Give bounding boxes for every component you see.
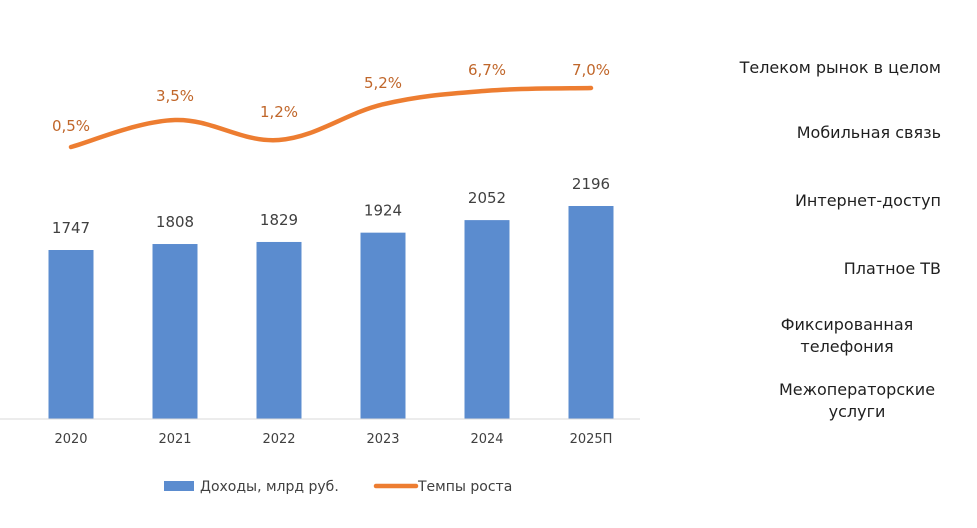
bar-value-label: 1924 — [364, 202, 402, 220]
bar-2021 — [152, 244, 198, 419]
rate-value-label: 7,0% — [572, 61, 610, 79]
segment-telecom-market: Телеком рынок в целом — [739, 58, 941, 77]
segment-list: Телеком рынок в целом Мобильная связь Ин… — [677, 0, 977, 528]
x-tick-label: 2020 — [54, 432, 87, 447]
legend-swatch-income — [164, 481, 194, 491]
bar-2025П — [568, 206, 614, 419]
growth-rate-line — [68, 85, 594, 150]
rate-value-label: 3,5% — [156, 87, 194, 105]
x-axis-ticks: 2020 2021 2022 2023 2024 2025П — [54, 432, 612, 447]
segment-mobile: Мобильная связь — [796, 123, 941, 142]
x-tick-label: 2021 — [158, 432, 191, 447]
bar-2022 — [256, 241, 302, 419]
rate-value-label: 6,7% — [468, 61, 506, 79]
segment-pay-tv: Платное ТВ — [843, 259, 941, 278]
segment-internet: Интернет-доступ — [794, 191, 941, 210]
bar-value-label: 1829 — [260, 211, 298, 229]
x-tick-label: 2023 — [366, 432, 399, 447]
x-tick-label: 2022 — [262, 432, 295, 447]
bar-2023 — [360, 232, 406, 419]
x-tick-label: 2025П — [570, 432, 613, 447]
rate-value-label: 1,2% — [260, 103, 298, 121]
bar-value-label: 2052 — [468, 189, 506, 207]
rate-labels: 0,5% 3,5% 1,2% 5,2% 6,7% 7,0% — [52, 61, 610, 135]
legend-label-growth: Темпы роста — [417, 479, 512, 495]
rate-value-label: 0,5% — [52, 117, 90, 135]
bar-2020 — [48, 250, 94, 419]
bar-2024 — [464, 220, 510, 419]
bar-value-label: 1808 — [156, 213, 194, 231]
legend: Доходы, млрд руб. Темпы роста — [164, 479, 512, 495]
legend-label-income: Доходы, млрд руб. — [200, 479, 339, 495]
segment-interconnect: Межоператорские услуги — [778, 380, 936, 421]
x-tick-label: 2024 — [470, 432, 503, 447]
bar-labels: 1747 1808 1829 1924 2052 2196 — [52, 175, 610, 237]
bars — [48, 206, 614, 419]
segment-fixed-telephony: Фиксированная телефония — [780, 315, 914, 356]
rate-value-label: 5,2% — [364, 74, 402, 92]
bar-value-label: 1747 — [52, 219, 90, 237]
bar-value-label: 2196 — [572, 175, 610, 193]
